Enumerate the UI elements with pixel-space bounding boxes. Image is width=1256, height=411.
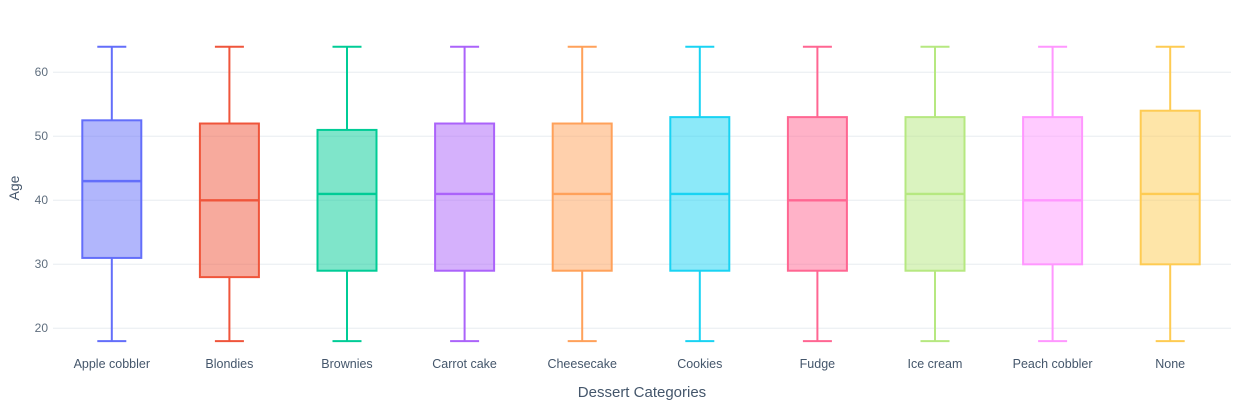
iqr-box	[551, 122, 613, 272]
boxplot-blondies[interactable]	[198, 45, 260, 343]
boxplot-brownies[interactable]	[316, 45, 378, 343]
boxplot-carrot-cake[interactable]	[434, 45, 496, 343]
boxplot-ice-cream[interactable]	[904, 45, 966, 343]
boxplot-peach-cobbler[interactable]	[1022, 45, 1084, 343]
boxplot-none[interactable]	[1139, 45, 1201, 343]
iqr-box	[316, 128, 378, 272]
boxplot-cookies[interactable]	[669, 45, 731, 343]
boxplot-apple-cobbler[interactable]	[81, 45, 143, 343]
boxplot-fudge[interactable]	[786, 45, 848, 343]
boxplot-cheesecake[interactable]	[551, 45, 613, 343]
iqr-box	[786, 116, 848, 272]
iqr-box	[81, 119, 143, 259]
iqr-box	[434, 122, 496, 272]
iqr-box	[1022, 116, 1084, 266]
iqr-box	[1139, 109, 1201, 266]
